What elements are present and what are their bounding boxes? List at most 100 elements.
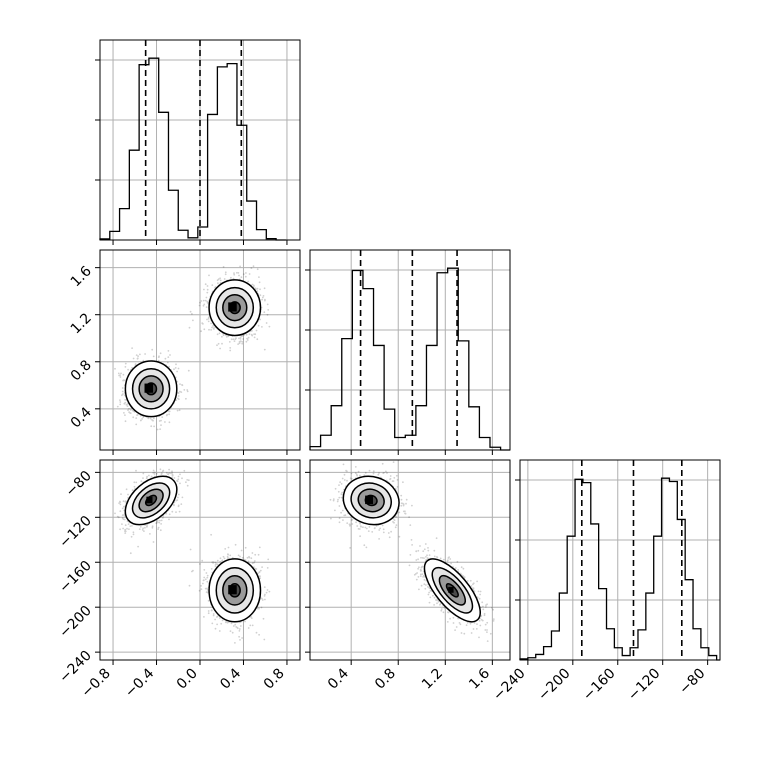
y-tick-label: 1.2 <box>68 310 95 337</box>
sample-point <box>180 391 183 393</box>
sample-point <box>186 479 189 481</box>
sample-point <box>214 565 217 567</box>
sample-point <box>132 531 135 534</box>
sample-point <box>130 535 133 538</box>
sample-point <box>206 580 209 583</box>
sample-point <box>171 470 173 473</box>
sample-point <box>119 510 122 513</box>
sample-point <box>202 582 204 585</box>
sample-point <box>156 521 159 523</box>
sample-point <box>222 555 225 558</box>
sample-point <box>131 366 134 369</box>
sample-point <box>259 288 261 291</box>
sample-point <box>239 625 242 627</box>
sample-point <box>142 527 145 530</box>
sample-point <box>264 593 266 596</box>
sample-point <box>227 335 230 338</box>
sample-point <box>175 363 177 366</box>
sample-point <box>123 505 125 508</box>
sample-point <box>260 606 263 609</box>
sample-point <box>234 543 237 546</box>
sample-point <box>218 617 221 619</box>
sample-point <box>119 376 122 378</box>
sample-point <box>160 424 162 426</box>
sample-point <box>258 607 260 610</box>
sample-point <box>132 416 135 419</box>
sample-point <box>124 530 126 533</box>
sample-point <box>235 337 237 340</box>
sample-point <box>237 554 240 557</box>
sample-point <box>227 553 230 556</box>
sample-point <box>122 527 124 530</box>
sample-point <box>225 336 228 338</box>
sample-point <box>256 268 259 271</box>
sample-point <box>135 354 138 356</box>
sample-point <box>124 414 126 416</box>
sample-point <box>125 488 128 491</box>
sample-point <box>216 344 218 347</box>
sample-point <box>135 423 138 426</box>
sample-point <box>241 637 244 639</box>
sample-point <box>171 510 174 513</box>
sample-point <box>119 500 121 503</box>
sample-point <box>214 627 217 630</box>
sample-point <box>263 595 266 597</box>
sample-point <box>151 526 154 529</box>
sample-point <box>185 397 187 400</box>
sample-point <box>179 383 181 385</box>
sample-point <box>232 625 235 627</box>
sample-point <box>253 284 255 287</box>
sample-point <box>138 528 141 530</box>
sample-point <box>236 627 239 630</box>
sample-point <box>181 384 184 387</box>
sample-point <box>241 342 244 345</box>
sample-point <box>137 355 140 358</box>
sample-point <box>174 367 177 369</box>
sample-point <box>261 566 263 568</box>
sample-point <box>258 281 261 284</box>
sample-point <box>119 399 121 401</box>
sample-point <box>257 324 260 327</box>
sample-point <box>239 340 242 342</box>
sample-point <box>114 367 116 370</box>
sample-point <box>168 518 170 521</box>
panel-1-1 <box>305 249 511 455</box>
sample-point <box>142 359 145 362</box>
sample-point <box>256 287 259 290</box>
sample-point <box>205 572 208 574</box>
sample-point <box>253 560 256 562</box>
y-tick-label: 0.8 <box>68 357 95 384</box>
sample-point <box>223 278 226 280</box>
sample-point <box>175 399 178 401</box>
sample-point <box>261 298 263 301</box>
sample-point <box>165 414 168 417</box>
sample-point <box>157 526 160 529</box>
sample-point <box>233 273 236 276</box>
sample-point <box>116 515 119 518</box>
sample-point <box>177 391 180 394</box>
sample-point <box>178 409 181 412</box>
sample-point <box>121 514 124 517</box>
sample-point <box>267 309 270 311</box>
sample-point <box>224 271 227 274</box>
sample-point <box>172 503 175 506</box>
sample-point <box>161 470 164 473</box>
sample-point <box>204 299 207 302</box>
sample-point <box>158 521 161 524</box>
sample-point <box>159 468 162 471</box>
sample-point <box>121 393 124 396</box>
sample-point <box>118 502 120 504</box>
sample-point <box>263 586 266 588</box>
sample-point <box>247 560 250 563</box>
sample-point <box>251 330 253 332</box>
sample-point <box>116 405 119 408</box>
sample-point <box>229 630 232 632</box>
sample-point <box>202 579 205 582</box>
sample-point <box>230 338 233 341</box>
sample-point <box>241 334 244 337</box>
sample-point <box>198 589 201 592</box>
sample-point <box>134 363 137 365</box>
sample-point <box>176 499 179 501</box>
sample-point <box>217 342 220 345</box>
sample-point <box>261 296 264 299</box>
